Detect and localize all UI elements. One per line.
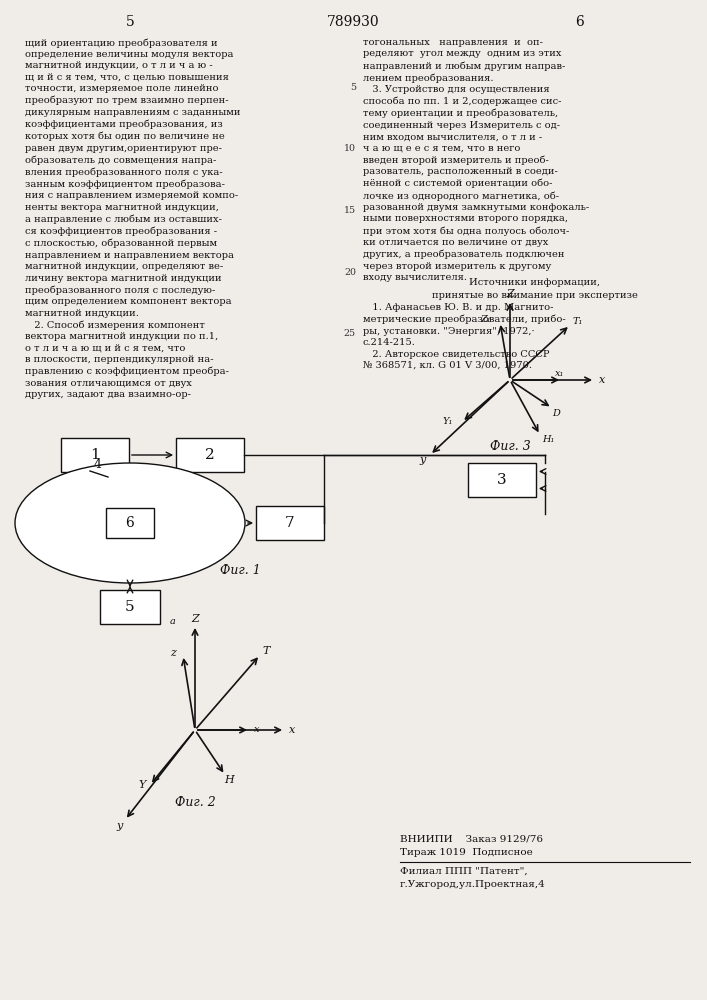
Text: D: D [552,408,560,418]
Bar [61,438,129,472]
Text: 3: 3 [497,473,507,487]
Text: y: y [117,821,123,831]
Text: щий ориентацию преобразователя и
определение величины модуля вектора
магнитной и: щий ориентацию преобразователя и определ… [25,38,240,399]
Bar [176,438,244,472]
Text: Фиг. 1: Фиг. 1 [220,564,260,576]
Text: z: z [170,648,176,658]
Text: принятые во внимание при экспертизе: принятые во внимание при экспертизе [432,291,638,300]
Text: 5: 5 [126,15,134,29]
Text: T: T [262,646,269,656]
Ellipse shape [15,463,245,583]
Text: a: a [170,617,176,626]
Bar [106,508,154,538]
Text: ВНИИПИ    Заказ 9129/76: ВНИИПИ Заказ 9129/76 [400,835,543,844]
Text: 20: 20 [344,268,356,277]
Text: Z: Z [506,289,514,299]
Bar [468,463,536,497]
Text: 789930: 789930 [327,15,380,29]
Text: Y₁: Y₁ [443,418,453,426]
Text: x: x [289,725,295,735]
Text: 10: 10 [344,144,356,153]
Text: Филиал ППП "Патент",: Филиал ППП "Патент", [400,867,527,876]
Text: Тираж 1019  Подписное: Тираж 1019 Подписное [400,848,533,857]
Text: x: x [255,726,259,734]
Text: Y: Y [139,780,146,790]
Text: x₁: x₁ [555,369,565,378]
Text: Фиг. 2: Фиг. 2 [175,796,216,808]
Text: г.Ужгород,ул.Проектная,4: г.Ужгород,ул.Проектная,4 [400,880,546,889]
Text: тогональных   направления  и  оп-
ределяют  угол между  одним из этих
направлени: тогональных направления и оп- ределяют у… [363,38,589,282]
Text: H₁: H₁ [542,436,554,444]
Text: x: x [599,375,605,385]
Text: T₁: T₁ [573,316,583,326]
Text: Z: Z [191,614,199,624]
Text: 15: 15 [344,206,356,215]
Bar [100,590,160,624]
Text: 25: 25 [344,329,356,338]
Bar [256,506,324,540]
Text: 6: 6 [575,15,585,29]
Text: Источники информации,: Источники информации, [469,278,600,287]
Text: Фиг. 3: Фиг. 3 [490,440,530,454]
Text: 4: 4 [94,458,102,472]
Text: 5: 5 [350,83,356,92]
Text: 7: 7 [285,516,295,530]
Text: 5: 5 [125,600,135,614]
Text: H: H [224,775,234,785]
Text: 2: 2 [205,448,215,462]
Text: 1. Афанасьев Ю. В. и др. Магнито-
метрические преобразователи, прибо-
ры, устано: 1. Афанасьев Ю. В. и др. Магнито- метрич… [363,303,566,370]
Text: 6: 6 [126,516,134,530]
Text: Z₁: Z₁ [481,316,491,324]
Text: y: y [420,455,426,465]
Text: 1: 1 [90,448,100,462]
